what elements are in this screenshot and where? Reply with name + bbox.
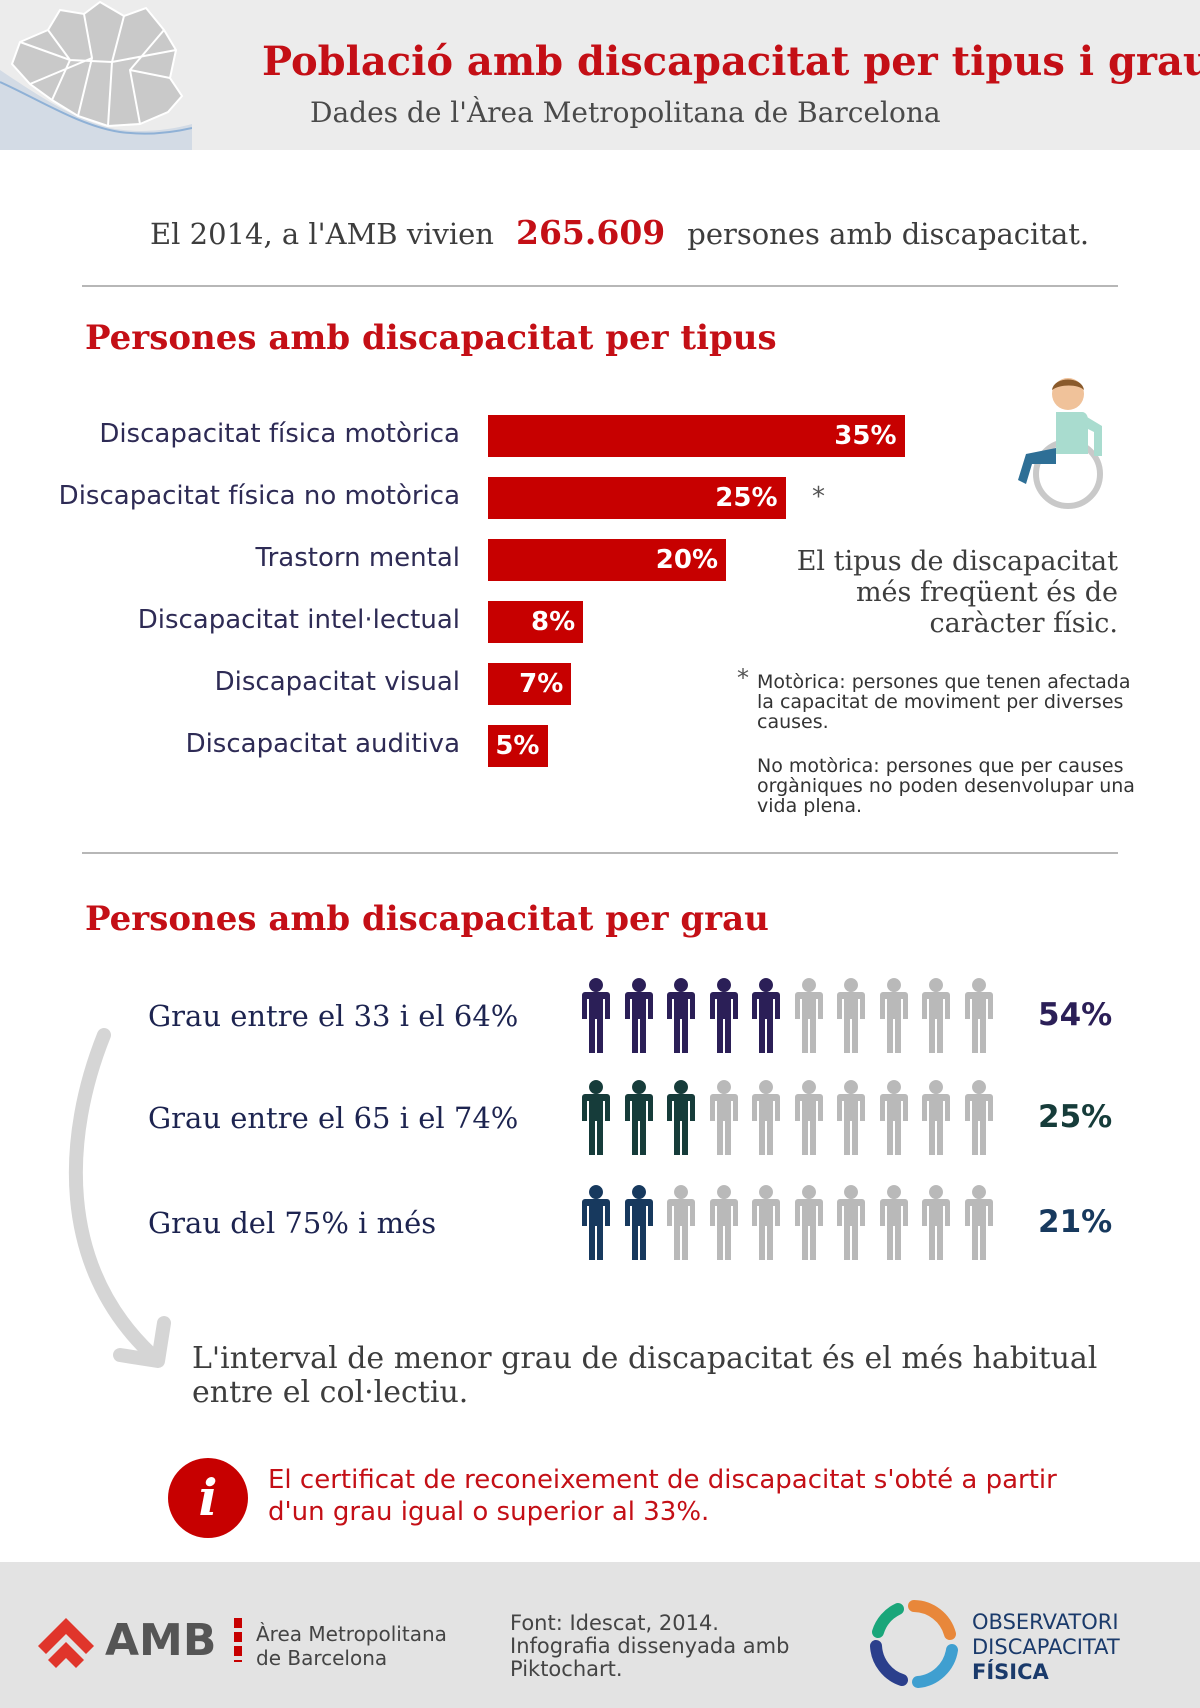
bar	[488, 663, 572, 705]
odf-name-line2: DISCAPACITAT	[972, 1635, 1120, 1659]
footnote-asterisk: *	[812, 482, 825, 512]
bar-label: Discapacitat intel·lectual	[137, 605, 460, 635]
header: Població amb discapacitat per tipus i gr…	[0, 0, 1200, 150]
bar-value-label: 5%	[495, 731, 540, 761]
bar-value-label: 8%	[531, 607, 576, 637]
person-icon-row	[580, 1077, 1000, 1157]
bar-value-label: 25%	[715, 483, 778, 513]
intro-number: 265.609	[515, 213, 666, 252]
note-nonmotor: No motòrica: persones que per causes org…	[757, 755, 1135, 817]
wheelchair-person-icon	[1018, 378, 1103, 509]
bar	[488, 539, 726, 581]
section-title-grade: Persones amb discapacitat per grau	[85, 899, 769, 939]
curved-arrow-icon	[68, 1028, 171, 1368]
person-icon	[964, 1185, 993, 1260]
person-icon	[624, 1080, 653, 1155]
grade-label: Grau del 75% i més	[148, 1206, 437, 1240]
bar-label: Discapacitat visual	[214, 667, 460, 697]
bar-value-label: 35%	[834, 421, 897, 451]
footer	[0, 1562, 1200, 1708]
grade-label: Grau entre el 33 i el 64%	[148, 999, 519, 1033]
bar-label: Discapacitat auditiva	[185, 729, 460, 759]
person-icon	[752, 1185, 780, 1260]
amb-name: Àrea Metropolitana de Barcelona	[256, 1622, 447, 1670]
source-credit: Font: Idescat, 2014. Infografia dissenya…	[510, 1611, 790, 1681]
person-icon	[752, 1080, 780, 1155]
bar-label: Discapacitat física no motòrica	[58, 481, 460, 511]
grade-conclusion: L'interval de menor grau de discapacitat…	[192, 1341, 1098, 1410]
bar	[488, 601, 584, 643]
page-title: Població amb discapacitat per tipus i gr…	[262, 38, 1200, 85]
bar-label: Trastorn mental	[255, 543, 460, 573]
person-icon	[879, 1185, 908, 1260]
bar	[488, 725, 548, 767]
person-icon	[879, 1080, 908, 1155]
person-icon	[794, 978, 823, 1053]
divider	[82, 285, 1118, 287]
odf-logo-icon	[870, 1600, 958, 1688]
person-icon	[667, 1185, 695, 1260]
bar-value-label: 20%	[655, 545, 718, 575]
person-icon-row	[580, 975, 1000, 1055]
person-icon	[582, 1185, 610, 1260]
person-icon	[964, 978, 993, 1053]
odf-name: OBSERVATORI DISCAPACITAT FÍSICA	[972, 1610, 1120, 1685]
odf-name-line3: FÍSICA	[972, 1660, 1049, 1684]
person-icon	[837, 1185, 865, 1260]
person-icon	[837, 1080, 865, 1155]
person-icon	[922, 978, 950, 1053]
intro-sentence: El 2014, a l'AMB vivien 265.609 persones a…	[150, 213, 1089, 252]
amb-logo-text: AMB	[105, 1615, 217, 1666]
person-icon	[922, 1080, 950, 1155]
amb-name-line1: Àrea Metropolitana	[256, 1622, 447, 1646]
bar-label: Discapacitat física motòrica	[99, 419, 460, 449]
amb-logo-icon	[38, 1618, 94, 1668]
page-subtitle: Dades de l'Àrea Metropolitana de Barcelo…	[310, 96, 941, 129]
person-icon	[964, 1080, 993, 1155]
info-text: El certificat de reconeixement de discap…	[268, 1465, 1057, 1527]
bar	[488, 477, 786, 519]
grade-percent: 25%	[1038, 1099, 1113, 1135]
person-icon	[709, 1185, 738, 1260]
person-icon	[624, 1185, 653, 1260]
map-icon	[0, 0, 192, 150]
intro-before: El 2014, a l'AMB vivien	[150, 217, 494, 251]
info-icon: i	[168, 1458, 248, 1538]
person-icon	[709, 978, 738, 1053]
person-icon	[624, 978, 653, 1053]
type-callout: El tipus de discapacitat més freqüent és…	[796, 546, 1118, 639]
amb-logo-divider	[234, 1618, 242, 1662]
person-icon	[752, 978, 780, 1053]
amb-name-line2: de Barcelona	[256, 1646, 388, 1670]
grade-percent: 54%	[1038, 997, 1113, 1033]
grade-percent: 21%	[1038, 1204, 1113, 1240]
odf-name-line1: OBSERVATORI	[972, 1610, 1119, 1634]
intro-after: persones amb discapacitat.	[687, 217, 1090, 251]
person-icon-row	[580, 1182, 1000, 1262]
note-asterisk: *	[737, 664, 749, 692]
grade-label: Grau entre el 65 i el 74%	[148, 1101, 519, 1135]
person-icon	[837, 978, 865, 1053]
person-icon	[922, 1185, 950, 1260]
person-icon	[582, 1080, 610, 1155]
person-icon	[667, 1080, 695, 1155]
note-motor: Motòrica: persones que tenen afectada la…	[757, 671, 1131, 733]
section-title-type: Persones amb discapacitat per tipus	[85, 318, 777, 358]
person-icon	[794, 1185, 823, 1260]
divider	[82, 852, 1118, 854]
person-icon	[582, 978, 610, 1053]
person-icon	[709, 1080, 738, 1155]
person-icon	[879, 978, 908, 1053]
person-icon	[667, 978, 695, 1053]
bar	[488, 415, 905, 457]
person-icon	[794, 1080, 823, 1155]
bar-value-label: 7%	[519, 669, 564, 699]
